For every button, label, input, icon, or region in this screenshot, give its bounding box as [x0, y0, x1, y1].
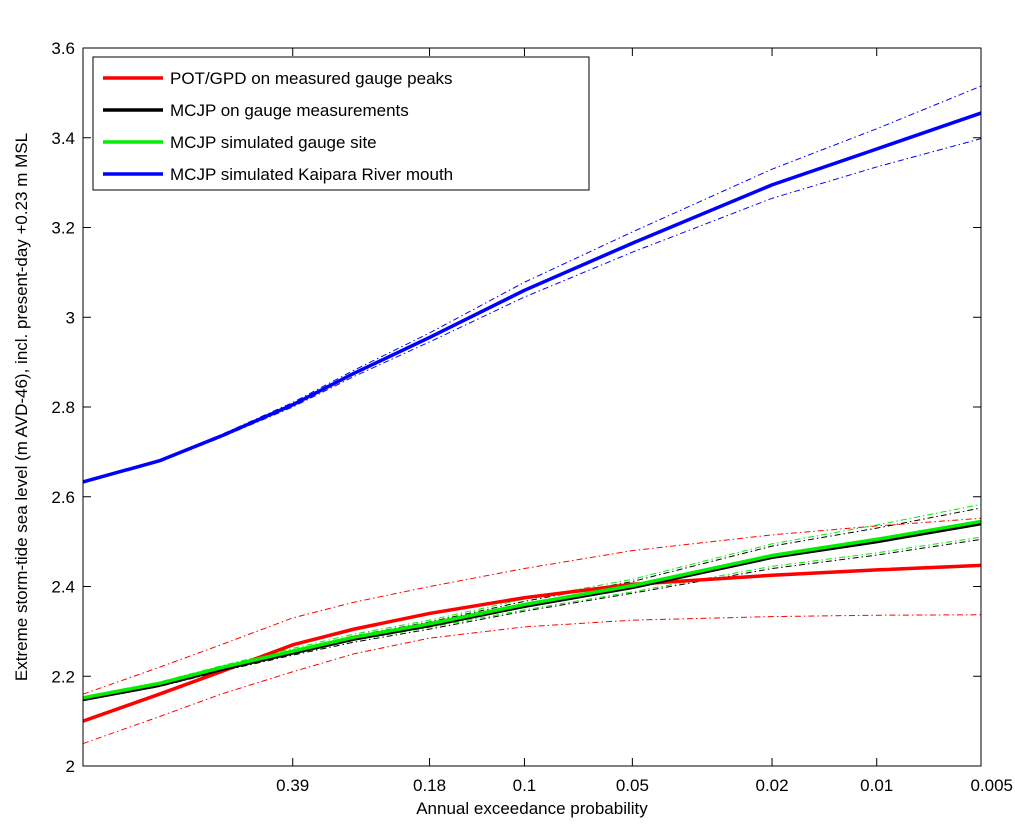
y-tick-label: 3.6	[51, 39, 75, 58]
y-tick-label: 2.6	[51, 488, 75, 507]
series-1-upper-bound	[82, 507, 982, 700]
x-tick-label: 0.1	[513, 776, 537, 795]
ticks-layer: 2 2.2 2.4 2.6 2.8 3 3.2 3.4 3.6 0.39 0.18 0.1 0.05 0.…	[51, 39, 1013, 795]
x-tick-label: 0.39	[276, 776, 309, 795]
x-tick-label: 0.02	[755, 776, 788, 795]
series-0-lower-bound	[82, 614, 982, 745]
y-tick-label: 2.4	[51, 578, 75, 597]
x-axis-title: Annual exceedance probability	[416, 799, 648, 818]
y-tick-label: 2	[66, 757, 75, 776]
x-tick-label: 0.005	[970, 776, 1013, 795]
legend-label-2: MCJP simulated gauge site	[170, 133, 377, 152]
y-tick-label: 2.8	[51, 398, 75, 417]
x-tick-label: 0.18	[413, 776, 446, 795]
series-2-lower-bound	[82, 536, 982, 700]
y-tick-label: 3.2	[51, 219, 75, 238]
legend-label-1: MCJP on gauge measurements	[170, 101, 409, 120]
series-1-lower-bound	[82, 538, 982, 701]
legend: POT/GPD on measured gauge peaks MCJP on g…	[92, 56, 590, 191]
legend-label-0: POT/GPD on measured gauge peaks	[170, 69, 453, 88]
series-2-line	[82, 519, 982, 700]
y-tick-label: 3.4	[51, 129, 75, 148]
series-2-upper-bound	[82, 503, 982, 698]
y-axis-title: Extreme storm-tide sea level (m AVD-46),…	[12, 133, 31, 681]
series-layer	[82, 85, 982, 745]
legend-box	[92, 56, 590, 191]
x-tick-label: 0.01	[860, 776, 893, 795]
y-tick-label: 2.2	[51, 667, 75, 686]
x-tick-label: 0.05	[616, 776, 649, 795]
series-0-upper-bound	[82, 517, 982, 695]
series-3-line	[82, 111, 982, 484]
legend-label-3: MCJP simulated Kaipara River mouth	[170, 165, 453, 184]
y-tick-label: 3	[66, 308, 75, 327]
series-0-line	[82, 563, 982, 723]
